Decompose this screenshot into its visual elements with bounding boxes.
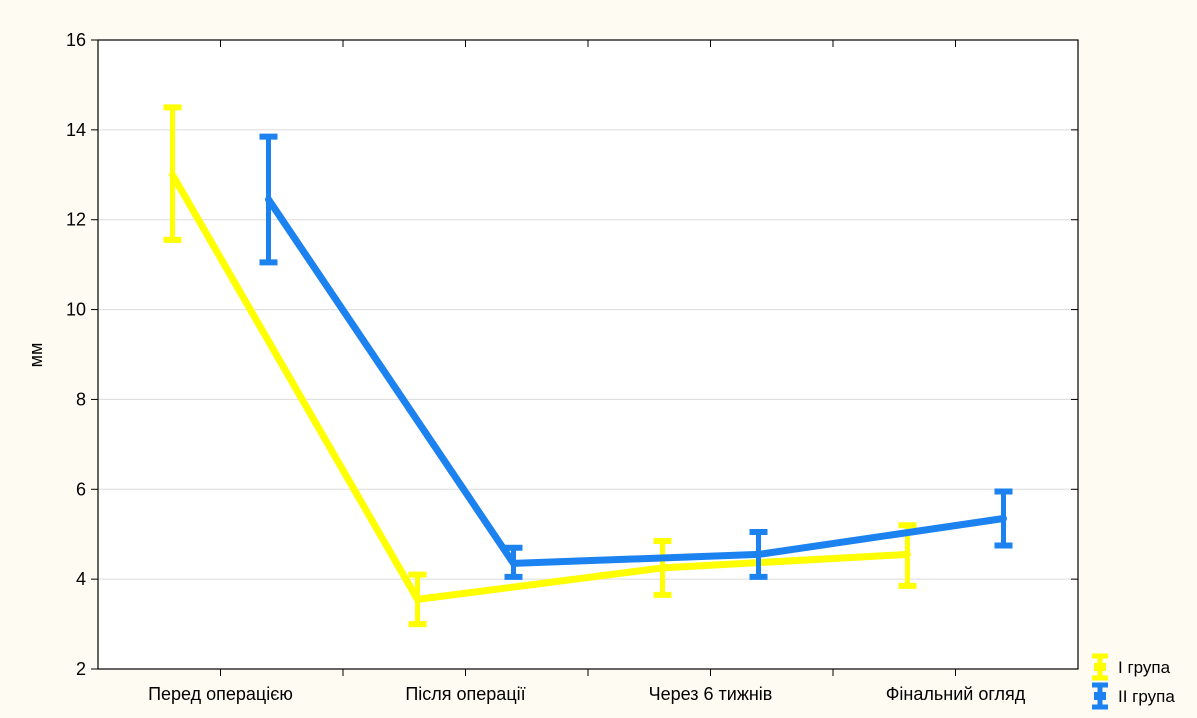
series-group xyxy=(163,104,1013,628)
y-tick-label: 2 xyxy=(76,659,86,679)
x-tick-label: Фінальний огляд xyxy=(886,684,1026,704)
data-point xyxy=(1000,515,1007,522)
data-point xyxy=(659,564,666,571)
data-point xyxy=(510,560,517,567)
y-tick-label: 16 xyxy=(66,30,86,50)
legend-label: ІІ група xyxy=(1118,687,1175,706)
y-tick-label: 10 xyxy=(66,300,86,320)
x-axis: Перед операцією Після операції Через 6 тиж… xyxy=(148,40,1026,704)
series-line xyxy=(265,195,1007,567)
y-tick-label: 14 xyxy=(66,120,86,140)
x-tick-label: Перед операцією xyxy=(148,684,293,704)
data-point xyxy=(755,551,762,558)
series-2 xyxy=(259,133,1013,580)
y-axis-label: мм xyxy=(26,343,46,368)
x-tick-label: Через 6 тижнів xyxy=(649,684,773,704)
y-axis: 2 4 6 8 10 12 14 16 xyxy=(66,30,1078,679)
y-tick-label: 12 xyxy=(66,210,86,230)
data-point xyxy=(169,171,176,178)
legend-label: І група xyxy=(1118,658,1171,677)
y-tick-label: 8 xyxy=(76,389,86,409)
data-point xyxy=(414,596,421,603)
grid-lines xyxy=(98,129,1078,580)
legend: І група ІІ група xyxy=(1092,653,1175,710)
series-line xyxy=(169,171,911,603)
y-tick-label: 4 xyxy=(76,569,86,589)
y-tick-label: 6 xyxy=(76,479,86,499)
data-point xyxy=(265,196,272,203)
x-tick-label: Після операції xyxy=(405,684,525,704)
data-point xyxy=(904,551,911,558)
